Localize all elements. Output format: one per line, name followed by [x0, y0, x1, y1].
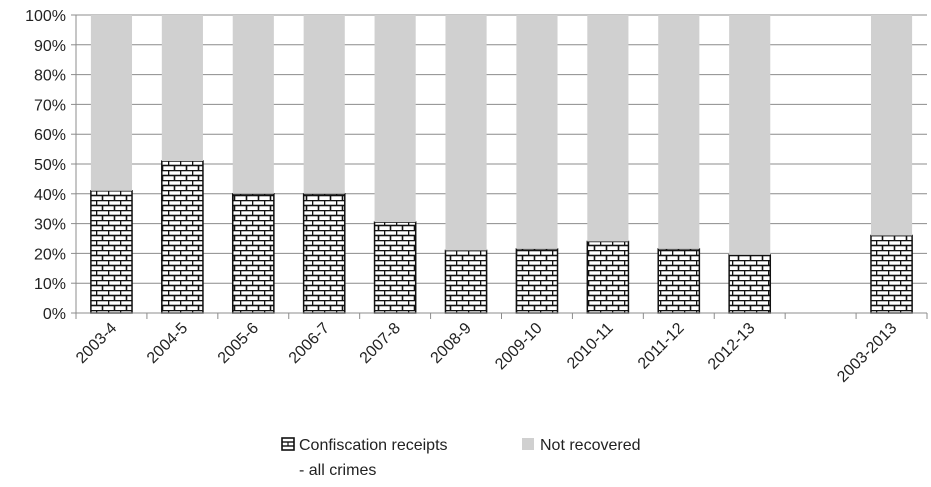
legend-label-not-recovered: Not recovered [540, 437, 641, 454]
x-tick-label: 2005-6 [215, 320, 262, 367]
x-tick-label: 2003-4 [73, 320, 120, 367]
y-tick-label: 100% [25, 8, 66, 25]
bar-confiscation-receipts [302, 193, 346, 314]
bar-confiscation-receipts [657, 248, 701, 314]
bars [90, 15, 913, 314]
legend-swatch-confiscation [281, 437, 295, 451]
bar-not-recovered [729, 15, 771, 255]
y-tick-label: 0% [43, 306, 66, 323]
bar-confiscation-receipts [231, 193, 275, 314]
bar-not-recovered [374, 15, 416, 223]
y-tick-label: 20% [34, 246, 66, 263]
bar-not-recovered [232, 15, 274, 194]
y-tick-label: 80% [34, 68, 66, 85]
bar-not-recovered [870, 15, 913, 236]
bar-confiscation-receipts [373, 221, 417, 314]
y-tick-label: 60% [34, 127, 66, 144]
x-tick-label: 2004-5 [144, 320, 191, 367]
x-tick-label: 2009-10 [492, 320, 546, 374]
bar-confiscation-receipts [728, 254, 772, 314]
y-tick-label: 90% [34, 38, 66, 55]
y-tick-label: 30% [34, 217, 66, 234]
bar-confiscation-receipts [870, 234, 913, 314]
x-tick-label: 2006-7 [286, 320, 333, 367]
y-tick-label: 40% [34, 187, 66, 204]
x-tick-label: 2010-11 [564, 320, 617, 373]
bar-confiscation-receipts [161, 160, 204, 314]
x-tick-label: 2012-13 [705, 320, 759, 374]
bar-not-recovered [161, 15, 203, 162]
x-tick-label: 2011-12 [635, 320, 688, 373]
gridlines [76, 14, 927, 284]
legend-label-confiscation-line2: - all crimes [299, 462, 376, 479]
bar-not-recovered [658, 15, 700, 249]
y-tick-label: 70% [34, 97, 66, 114]
x-tick-label: 2003-2013 [834, 320, 900, 386]
x-tick-label: 2007-8 [357, 320, 404, 367]
y-axis-tick-labels: 0% 10% 20% 30% 40% 50% 60% 70% 80% 90% 100% [25, 8, 66, 323]
bar-not-recovered [587, 15, 629, 242]
bar-confiscation-receipts [515, 248, 559, 314]
x-axis-tick-labels: 2003-4 2004-5 2005-6 2006-7 2007-8 2008-9 2009… [73, 320, 900, 386]
legend-swatch-not-recovered [522, 438, 534, 450]
y-tick-label: 10% [34, 276, 66, 293]
x-tick-label: 2008-9 [428, 320, 475, 367]
bar-not-recovered [445, 15, 487, 251]
bar-not-recovered [516, 15, 558, 249]
bar-not-recovered [303, 15, 345, 194]
legend-label-confiscation-line1: Confiscation receipts [299, 437, 448, 454]
bar-confiscation-receipts [586, 240, 630, 314]
axes [71, 14, 928, 319]
bar-not-recovered [90, 15, 133, 191]
bar-confiscation-receipts [444, 249, 488, 314]
bar-confiscation-receipts [90, 190, 133, 314]
legend: Confiscation receipts - all crimes Not rec… [281, 437, 641, 479]
y-tick-label: 50% [34, 157, 66, 174]
